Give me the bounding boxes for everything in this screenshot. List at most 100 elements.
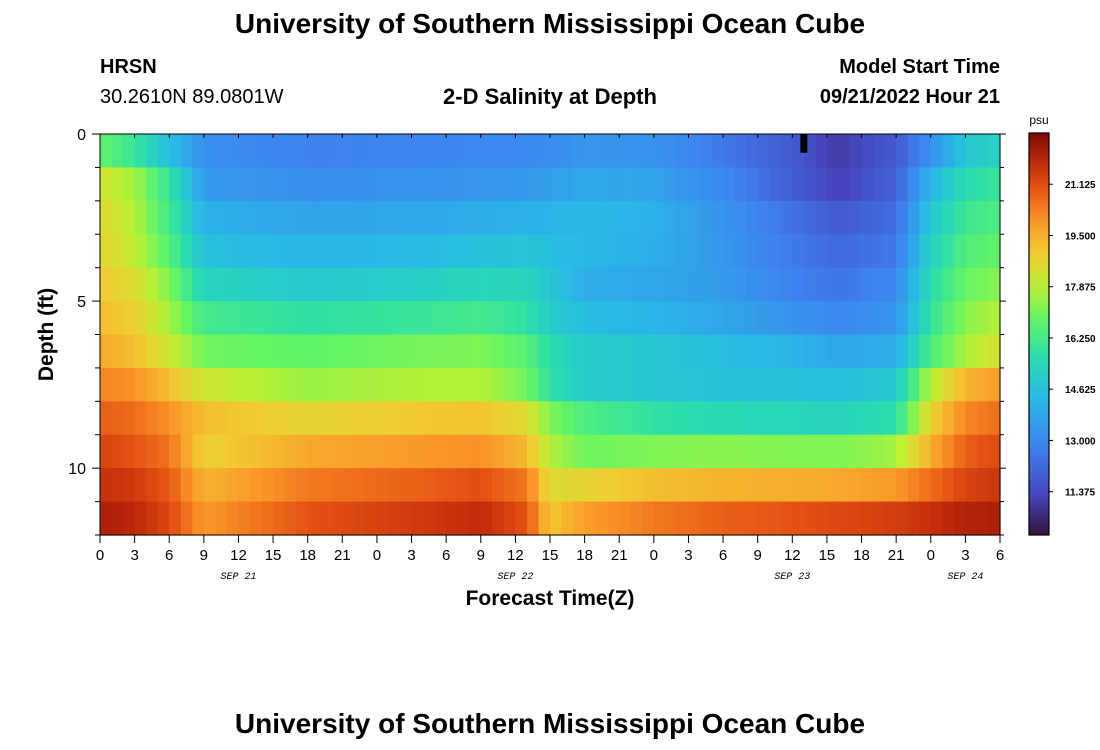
heatmap-cell — [307, 501, 320, 536]
heatmap-cell — [573, 200, 586, 235]
heatmap-cell — [930, 434, 943, 469]
heatmap-cell — [815, 501, 828, 536]
heatmap-cell — [353, 468, 366, 503]
heatmap-cell — [296, 134, 309, 169]
heatmap-cell — [503, 334, 516, 369]
heatmap-cell — [157, 234, 170, 269]
heatmap-cell — [907, 367, 920, 402]
heatmap-cell — [757, 334, 770, 369]
heatmap-cell — [376, 434, 390, 469]
heatmap-cell — [365, 401, 378, 436]
heatmap-cell — [573, 301, 586, 336]
heatmap-cell — [607, 434, 620, 469]
colorbar-unit: psu — [1029, 113, 1048, 127]
x-tick-label: 3 — [407, 547, 415, 564]
heatmap-cell — [365, 334, 378, 369]
heatmap-cell — [873, 167, 886, 202]
heatmap-cell — [734, 234, 747, 269]
heatmap-cell — [850, 134, 863, 169]
heatmap-cell — [434, 501, 447, 536]
heatmap-cell — [480, 200, 493, 235]
heatmap-cell — [861, 167, 874, 202]
heatmap-cell — [353, 234, 366, 269]
heatmap-cell — [907, 468, 920, 503]
heatmap-cell — [515, 401, 528, 436]
heatmap-cell — [734, 134, 747, 169]
heatmap-cell — [400, 468, 413, 503]
heatmap-cell — [976, 401, 990, 436]
heatmap-cell — [700, 267, 713, 302]
heatmap-cell — [815, 468, 828, 503]
heatmap-cell — [515, 167, 528, 202]
heatmap-cell — [284, 434, 297, 469]
heatmap-cell — [423, 167, 436, 202]
heatmap-cell — [803, 367, 816, 402]
heatmap-cell — [515, 468, 528, 503]
heatmap-cell — [988, 334, 1001, 369]
heatmap-cell — [411, 367, 424, 402]
heatmap-cell — [434, 134, 447, 169]
heatmap-cell — [180, 234, 193, 269]
heatmap-cell — [342, 234, 355, 269]
x-tick-label: 18 — [299, 547, 316, 564]
heatmap-cell — [596, 134, 609, 169]
heatmap-cell — [907, 267, 920, 302]
heatmap-cell — [896, 468, 909, 503]
heatmap-cell — [780, 267, 793, 302]
heatmap-cell — [953, 501, 966, 536]
heatmap-cell — [988, 167, 1001, 202]
heatmap-cell — [296, 501, 309, 536]
heatmap-cell — [434, 434, 447, 469]
heatmap-cell — [515, 334, 528, 369]
colorbar: 21.125 19.500 17.875 16.250 14.625 13.000 11.3… — [1028, 132, 1096, 536]
heatmap-cell — [803, 334, 816, 369]
heatmap-cell — [561, 468, 574, 503]
heatmap-cell — [492, 334, 505, 369]
heatmap-cell — [746, 134, 759, 169]
heatmap-cell — [134, 267, 147, 302]
heatmap-cell — [769, 200, 782, 235]
heatmap-cell — [238, 468, 251, 503]
heatmap-cell — [284, 367, 297, 402]
heatmap-cell — [884, 301, 897, 336]
heatmap-cell — [630, 367, 643, 402]
heatmap-cell — [873, 434, 886, 469]
heatmap-cell — [296, 367, 309, 402]
heatmap-cell — [273, 167, 286, 202]
heatmap-cell — [480, 434, 493, 469]
heatmap-cell — [953, 401, 966, 436]
heatmap-cell — [688, 267, 701, 302]
heatmap-cell — [100, 434, 113, 469]
heatmap-cell — [688, 334, 701, 369]
heatmap-cell — [596, 167, 609, 202]
heatmap-cell — [838, 134, 851, 169]
heatmap-cell — [307, 234, 320, 269]
heatmap-cell — [630, 234, 643, 269]
heatmap-cell — [307, 468, 320, 503]
heatmap-cell — [826, 401, 840, 436]
heatmap-cell — [619, 167, 632, 202]
heatmap-cell — [296, 334, 309, 369]
heatmap-cell — [469, 200, 482, 235]
heatmap-cell — [630, 167, 643, 202]
heatmap-cell — [273, 367, 286, 402]
heatmap-cell — [123, 234, 136, 269]
heatmap-cell — [676, 367, 690, 402]
heatmap-cell — [642, 167, 655, 202]
annotation-marker — [800, 134, 808, 153]
heatmap-cell — [630, 401, 643, 436]
x-tick-label: 0 — [927, 547, 935, 564]
heatmap-cell — [676, 501, 690, 536]
heatmap-cell — [157, 434, 170, 469]
heatmap-cell — [769, 468, 782, 503]
heatmap-cell — [423, 401, 436, 436]
heatmap-cell — [180, 434, 193, 469]
heatmap-cell — [192, 367, 205, 402]
heatmap-cell — [503, 301, 516, 336]
heatmap-cell — [157, 334, 170, 369]
heatmap-cell — [503, 134, 516, 169]
heatmap-cell — [469, 468, 482, 503]
heatmap-cell — [815, 334, 828, 369]
heatmap-cell — [353, 267, 366, 302]
heatmap-cell — [457, 134, 470, 169]
